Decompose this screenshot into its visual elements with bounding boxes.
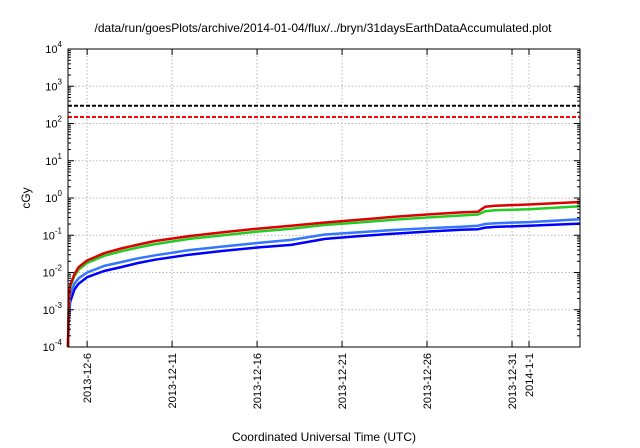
x-tick-label: 2013-12-31 — [507, 353, 519, 409]
x-tick-label: 2014-1-1 — [524, 353, 536, 397]
y-tick-label: 10-2 — [43, 264, 63, 280]
y-tick-label: 101 — [45, 152, 62, 168]
x-tick-label: 2013-12-6 — [82, 353, 94, 403]
x-axis: 2013-12-6 2013-12-11 2013-12-16 2013-12-21 2… — [82, 49, 536, 409]
y-tick-label: 102 — [45, 115, 62, 131]
y-axis: 10-4 10-3 10-2 10-1 100 101 102 103 104 — [43, 40, 580, 354]
x-axis-label: Coordinated Universal Time (UTC) — [232, 430, 416, 444]
y-tick-label: 103 — [45, 77, 62, 93]
y-axis-label: cGy — [19, 187, 33, 208]
reference-lines — [68, 104, 580, 118]
y-tick-label: 100 — [45, 189, 62, 205]
chart-title: /data/run/goesPlots/archive/2014-01-04/f… — [95, 21, 553, 35]
y-tick-label: 10-1 — [43, 226, 63, 242]
y-tick-label: 10-3 — [43, 301, 63, 317]
series-lines — [66, 200, 581, 348]
x-tick-label: 2013-12-11 — [167, 353, 179, 408]
series-line — [66, 200, 581, 348]
grid — [68, 49, 580, 347]
x-tick-label: 2013-12-16 — [252, 353, 264, 409]
x-tick-label: 2013-12-21 — [337, 353, 349, 409]
series-line — [66, 217, 581, 348]
y-tick-label: 104 — [45, 40, 62, 56]
series-line — [66, 222, 581, 348]
x-tick-label: 2013-12-26 — [422, 353, 434, 409]
y-tick-label: 10-4 — [43, 338, 63, 354]
